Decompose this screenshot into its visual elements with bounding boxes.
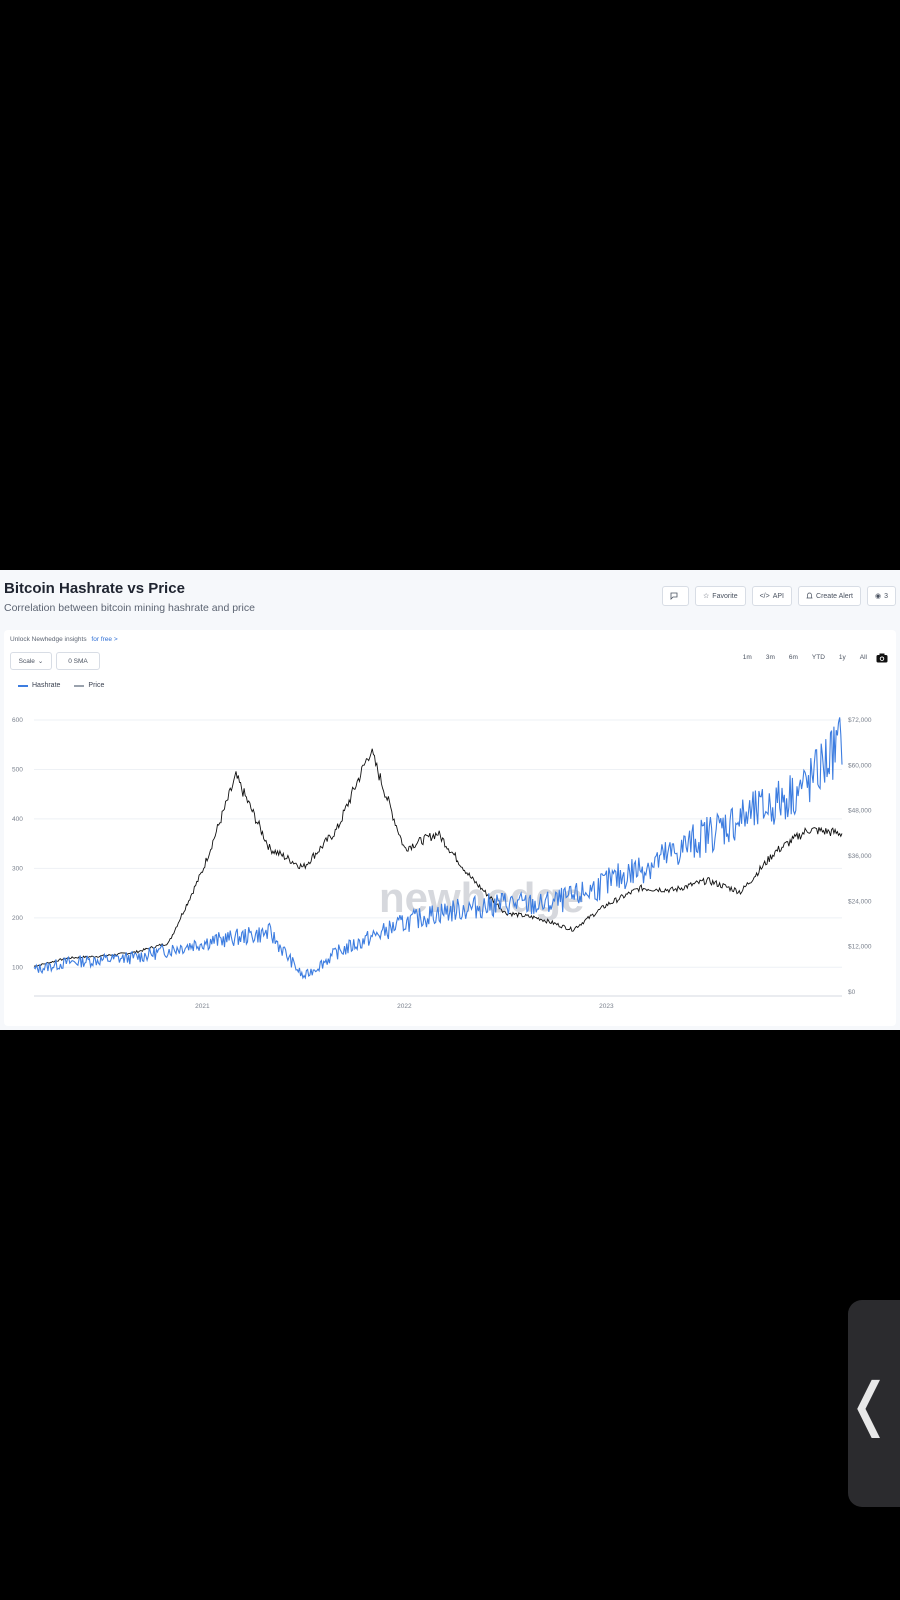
x-tick-label: 2023: [599, 1003, 614, 1010]
scale-label: Scale: [18, 657, 35, 665]
series-line-price: [33, 748, 843, 967]
range-1y[interactable]: 1y: [838, 654, 846, 661]
legend-hashrate[interactable]: Hashrate: [18, 682, 60, 689]
y-right-tick-label: $0: [848, 989, 856, 996]
favorite-label: Favorite: [712, 592, 738, 600]
x-tick-label: 2021: [195, 1003, 210, 1010]
y-left-tick-label: 500: [12, 766, 23, 773]
favorite-button[interactable]: ☆ Favorite: [695, 586, 746, 606]
unlock-banner: Unlock Newhedge insights for free >: [10, 636, 118, 643]
range-3m[interactable]: 3m: [765, 654, 775, 661]
y-left-tick-label: 600: [12, 717, 23, 724]
hashrate-price-chart: newhedge 100 200 300 400 500 600 $0 $12,000 $24…: [12, 717, 872, 1010]
api-label: API: [772, 592, 785, 600]
unlock-link[interactable]: for free >: [91, 636, 118, 643]
right-axis: $0 $12,000 $24,000 $36,000 $48,000 $60,000 $72…: [848, 717, 872, 996]
x-tick-label: 2022: [397, 1003, 412, 1010]
api-button[interactable]: </> API: [751, 586, 793, 606]
code-icon: </>: [759, 592, 770, 600]
action-toolbar: ☆ Favorite </> API Create Alert ◉ 3: [662, 586, 896, 606]
chevron-down-icon: ⌄: [37, 658, 44, 665]
legend-price-swatch: [74, 684, 85, 687]
views-count: 3: [884, 592, 888, 600]
star-icon: ☆: [703, 593, 710, 600]
chevron-left-icon: ❬: [844, 1369, 894, 1438]
bell-icon: [806, 592, 813, 599]
grid: [34, 719, 842, 997]
legend-hashrate-swatch: [18, 684, 28, 687]
range-1m[interactable]: 1m: [742, 654, 752, 661]
y-right-tick-label: $24,000: [848, 898, 872, 905]
chart-panel: Unlock Newhedge insights for free > Scal…: [4, 630, 896, 1026]
y-right-tick-label: $60,000: [848, 762, 872, 769]
x-axis: 2021 2022 2023: [195, 1003, 614, 1010]
legend-price[interactable]: Price: [74, 682, 104, 689]
legend-hashrate-label: Hashrate: [32, 682, 61, 689]
y-left-tick-label: 200: [12, 915, 23, 922]
range-all[interactable]: All: [859, 654, 867, 661]
comment-button[interactable]: [662, 586, 690, 606]
y-left-tick-label: 100: [12, 964, 23, 971]
legend-price-label: Price: [88, 682, 105, 689]
camera-icon[interactable]: [876, 653, 888, 663]
create-alert-button[interactable]: Create Alert: [798, 586, 861, 606]
y-right-tick-label: $12,000: [848, 944, 872, 951]
sma-dropdown[interactable]: 0 SMA: [56, 652, 100, 670]
chart-legend: Hashrate Price: [18, 682, 104, 689]
sma-label: 0 SMA: [68, 657, 88, 665]
eye-icon: ◉: [874, 593, 882, 600]
y-right-tick-label: $48,000: [848, 808, 872, 815]
scale-dropdown[interactable]: Scale ⌄: [10, 652, 52, 670]
y-left-tick-label: 400: [12, 816, 23, 823]
back-tab[interactable]: ❬: [844, 1300, 900, 1507]
series-lines: [33, 717, 843, 980]
watermark: newhedge: [379, 874, 584, 921]
page-title: Bitcoin Hashrate vs Price: [4, 580, 185, 597]
comment-icon: [670, 592, 678, 600]
create-alert-label: Create Alert: [816, 592, 853, 600]
range-selector: 1m 3m 6m YTD 1y All: [738, 652, 888, 663]
chart-card: Bitcoin Hashrate vs Price Correlation be…: [0, 570, 900, 1030]
range-6m[interactable]: 6m: [788, 654, 798, 661]
y-left-tick-label: 300: [12, 865, 23, 872]
views-button[interactable]: ◉ 3: [866, 586, 896, 606]
page-subtitle: Correlation between bitcoin mining hashr…: [4, 602, 255, 614]
y-right-tick-label: $72,000: [848, 717, 872, 724]
y-right-tick-label: $36,000: [848, 853, 872, 860]
left-axis: 100 200 300 400 500 600: [12, 717, 23, 971]
range-ytd[interactable]: YTD: [811, 654, 825, 661]
series-line-hashrate: [33, 717, 843, 980]
unlock-text: Unlock Newhedge insights: [10, 636, 87, 643]
